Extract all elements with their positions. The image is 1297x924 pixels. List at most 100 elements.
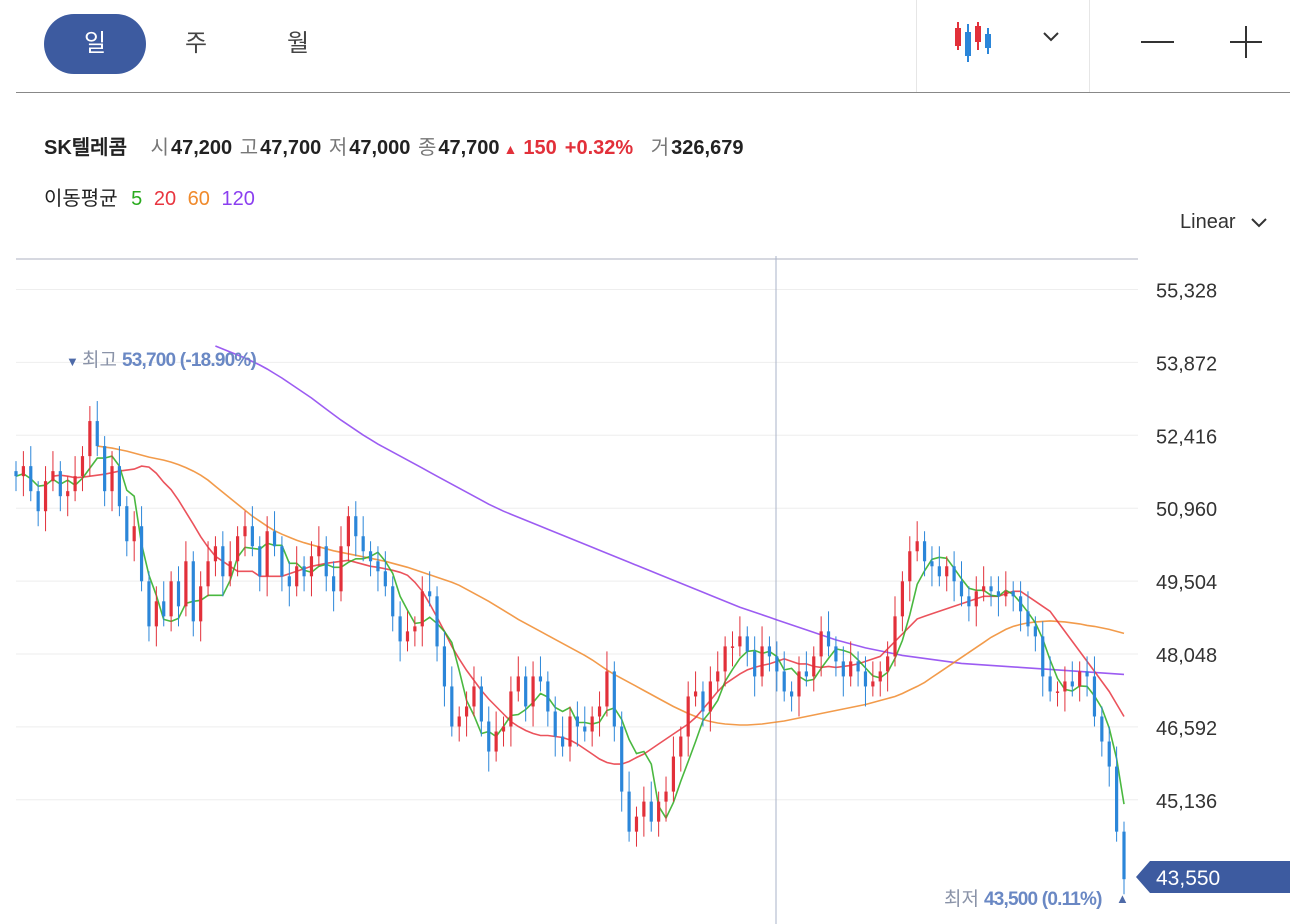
chevron-down-icon[interactable] (1040, 28, 1062, 46)
candle-body (1078, 671, 1082, 687)
candles (14, 401, 1126, 895)
toolbar-divider (1089, 0, 1090, 92)
change-percent: +0.32% (564, 137, 634, 159)
candle-body (782, 671, 786, 692)
candle-body (243, 526, 247, 537)
change-up-icon: ▲ (503, 141, 518, 157)
candle-body (361, 536, 365, 552)
candle-body (1011, 591, 1015, 597)
candle-body (228, 561, 232, 577)
candle-body (413, 626, 417, 632)
candle-body (280, 546, 284, 577)
candle-body (501, 726, 506, 732)
candlestick-icon[interactable] (952, 20, 1000, 64)
tab-monthly[interactable]: 월 (286, 30, 310, 57)
candle-body (937, 566, 941, 577)
candle-body (420, 591, 424, 627)
candle-body (974, 591, 978, 607)
candle-body (332, 576, 336, 592)
candle-body (265, 531, 269, 577)
candle-body (110, 466, 114, 492)
minus-icon[interactable] (1140, 30, 1176, 54)
candle-body (354, 516, 358, 537)
candle-body (915, 541, 919, 552)
moving-average-legend: 이동평균 5 20 60 120 (44, 182, 255, 211)
candle-body (575, 716, 579, 727)
candle-body (221, 546, 225, 577)
candle-body (184, 561, 188, 607)
ma-legend-label: 이동평균 (44, 188, 118, 210)
ma-5-line (15, 455, 1125, 820)
close-value: 47,700 (438, 137, 500, 159)
candle-body (66, 491, 70, 497)
candle-body (324, 546, 328, 577)
candle-body (250, 526, 254, 547)
candle-body (464, 706, 469, 717)
candle-body (103, 446, 107, 492)
candle-body (930, 561, 934, 567)
low-marker-value: 43,500 (0.11%) (984, 889, 1102, 910)
candle-body (634, 816, 639, 832)
tab-daily[interactable]: 일 (44, 14, 146, 74)
candle-body (162, 601, 166, 617)
candle-body (176, 581, 181, 607)
candle-body (804, 671, 808, 677)
candle-body (494, 731, 498, 752)
candle-body (88, 421, 92, 457)
candle-body (723, 646, 727, 672)
chevron-down-icon (1251, 218, 1267, 228)
candle-body (753, 651, 757, 677)
ma-60-label[interactable]: 60 (187, 188, 210, 210)
candle-body (812, 656, 816, 677)
candle-body (398, 616, 402, 642)
y-tick-label: 50,960 (1156, 499, 1217, 521)
low-label: 저 (328, 137, 348, 159)
candle-body (1107, 741, 1111, 767)
candle-body (642, 801, 646, 817)
candle-body (671, 756, 676, 792)
candle-body (996, 591, 1001, 597)
candle-body (147, 581, 151, 627)
tab-weekly[interactable]: 주 (184, 30, 208, 57)
plus-icon[interactable] (1228, 24, 1264, 60)
candle-body (856, 661, 860, 672)
volume-label: 거 (650, 137, 670, 159)
candle-body (952, 566, 956, 582)
candle-body (590, 716, 594, 732)
candle-body (627, 791, 631, 832)
candle-body (368, 551, 373, 562)
chart-grid (16, 289, 1138, 801)
candle-body (29, 466, 33, 492)
candle-body (317, 546, 321, 557)
candle-body (191, 561, 195, 622)
y-tick-label: 46,592 (1156, 718, 1217, 740)
candle-body (199, 586, 203, 622)
candle-body (1048, 676, 1052, 692)
ma-20-label[interactable]: 20 (153, 188, 177, 210)
candle-body (43, 481, 48, 512)
y-axis: 55,328 53,872 52,416 50,960 49,504 48,048 46,5… (1156, 281, 1217, 813)
low-value: 47,000 (349, 137, 411, 159)
candle-body (295, 566, 299, 587)
high-label: 고 (239, 137, 259, 159)
candle-body (472, 686, 476, 707)
ma-5-label[interactable]: 5 (131, 188, 143, 210)
ma-20-line (52, 465, 1125, 765)
candle-body (849, 661, 853, 677)
ma-120-label[interactable]: 120 (221, 188, 255, 210)
candle-body (383, 571, 387, 587)
candle-body (1085, 671, 1089, 677)
candle-body (117, 466, 122, 507)
change-value: 150 (523, 137, 557, 159)
high-value: 47,700 (260, 137, 322, 159)
candle-body (1055, 691, 1060, 693)
y-tick-label: 52,416 (1156, 426, 1217, 448)
candle-body (886, 656, 890, 672)
scale-selector-label: Linear (1180, 211, 1236, 233)
scale-selector[interactable]: Linear (1180, 211, 1269, 234)
high-marker-arrow: ▼ (66, 354, 79, 369)
candle-body (826, 631, 831, 647)
candle-body (509, 691, 513, 727)
candle-body (524, 676, 528, 707)
